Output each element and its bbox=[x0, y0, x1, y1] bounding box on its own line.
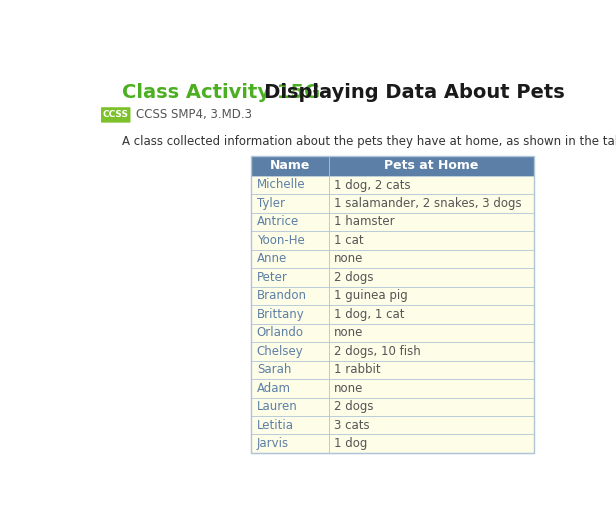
Text: Yoon-He: Yoon-He bbox=[257, 234, 304, 247]
Text: CCSS SMP4, 3.MD.3: CCSS SMP4, 3.MD.3 bbox=[136, 109, 252, 122]
Text: 1 guinea pig: 1 guinea pig bbox=[334, 289, 408, 302]
Text: Adam: Adam bbox=[257, 382, 291, 395]
Text: Brittany: Brittany bbox=[257, 308, 304, 321]
Text: 2 dogs: 2 dogs bbox=[334, 400, 374, 413]
Text: Peter: Peter bbox=[257, 271, 288, 284]
Bar bbox=[251, 305, 534, 323]
Text: 1 dog, 1 cat: 1 dog, 1 cat bbox=[334, 308, 405, 321]
FancyBboxPatch shape bbox=[101, 107, 131, 123]
Bar bbox=[251, 416, 534, 435]
Text: Name: Name bbox=[270, 159, 310, 172]
Bar bbox=[251, 213, 534, 231]
Bar bbox=[251, 323, 534, 342]
Text: 3 cats: 3 cats bbox=[334, 419, 370, 432]
Text: Displaying Data About Pets: Displaying Data About Pets bbox=[245, 83, 565, 102]
Bar bbox=[251, 156, 534, 453]
Text: 1 cat: 1 cat bbox=[334, 234, 364, 247]
Text: Anne: Anne bbox=[257, 252, 287, 265]
Bar bbox=[251, 435, 534, 453]
Text: 2 dogs: 2 dogs bbox=[334, 271, 374, 284]
Bar bbox=[251, 268, 534, 287]
Text: Michelle: Michelle bbox=[257, 179, 306, 192]
Text: Sarah: Sarah bbox=[257, 363, 291, 376]
Text: 1 hamster: 1 hamster bbox=[334, 215, 395, 229]
Text: Class Activity 15G: Class Activity 15G bbox=[122, 83, 320, 102]
Text: none: none bbox=[334, 252, 363, 265]
Text: 1 salamander, 2 snakes, 3 dogs: 1 salamander, 2 snakes, 3 dogs bbox=[334, 197, 522, 210]
Text: Orlando: Orlando bbox=[257, 327, 304, 339]
Text: Letitia: Letitia bbox=[257, 419, 294, 432]
Bar bbox=[251, 176, 534, 194]
Text: none: none bbox=[334, 327, 363, 339]
Text: 1 rabbit: 1 rabbit bbox=[334, 363, 381, 376]
Bar bbox=[251, 342, 534, 360]
Text: Lauren: Lauren bbox=[257, 400, 298, 413]
Bar bbox=[251, 360, 534, 379]
Text: CCSS: CCSS bbox=[103, 110, 129, 119]
Text: none: none bbox=[334, 382, 363, 395]
Text: Chelsey: Chelsey bbox=[257, 345, 304, 358]
Text: 2 dogs, 10 fish: 2 dogs, 10 fish bbox=[334, 345, 421, 358]
Bar bbox=[251, 156, 534, 176]
Text: 1 dog, 2 cats: 1 dog, 2 cats bbox=[334, 179, 411, 192]
Bar bbox=[251, 231, 534, 250]
Bar bbox=[251, 379, 534, 398]
Bar bbox=[251, 250, 534, 268]
Bar bbox=[251, 398, 534, 416]
Text: Antrice: Antrice bbox=[257, 215, 299, 229]
Text: 1 dog: 1 dog bbox=[334, 437, 368, 450]
Text: A class collected information about the pets they have at home, as shown in the : A class collected information about the … bbox=[122, 135, 616, 148]
Bar bbox=[251, 287, 534, 305]
Text: Jarvis: Jarvis bbox=[257, 437, 289, 450]
Bar bbox=[251, 194, 534, 213]
Text: Pets at Home: Pets at Home bbox=[384, 159, 479, 172]
Text: Tyler: Tyler bbox=[257, 197, 285, 210]
Text: Brandon: Brandon bbox=[257, 289, 307, 302]
